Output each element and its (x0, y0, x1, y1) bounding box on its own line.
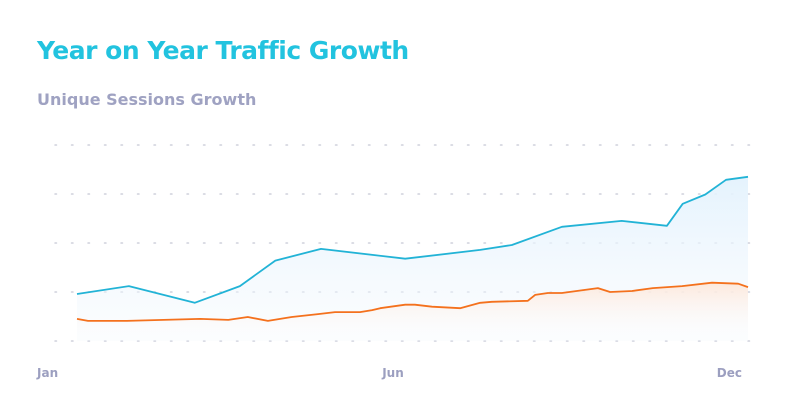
chart-title: Year on Year Traffic Growth (37, 36, 409, 65)
x-tick-label: Jun (381, 366, 404, 380)
series-0-line (76, 175, 749, 304)
chart-subtitle: Unique Sessions Growth (37, 90, 257, 109)
series-1-area (77, 282, 748, 341)
series-1-line (76, 281, 749, 322)
x-tick-label: Dec (717, 366, 742, 380)
x-tick-label: Jan (36, 366, 58, 380)
